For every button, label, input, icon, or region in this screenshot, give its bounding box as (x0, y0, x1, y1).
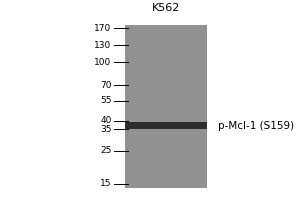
Text: 130: 130 (94, 41, 112, 50)
Bar (125, 122, 207, 129)
Text: 100: 100 (94, 58, 112, 67)
Text: 15: 15 (100, 179, 112, 188)
Text: 35: 35 (100, 125, 112, 134)
Text: 170: 170 (94, 24, 112, 33)
Text: 25: 25 (100, 146, 112, 155)
Text: 40: 40 (100, 116, 112, 125)
Bar (125, 25, 207, 188)
Text: 70: 70 (100, 81, 112, 90)
Text: 55: 55 (100, 96, 112, 105)
Text: p-Mcl-1 (S159): p-Mcl-1 (S159) (218, 121, 294, 131)
Text: K562: K562 (152, 3, 180, 13)
